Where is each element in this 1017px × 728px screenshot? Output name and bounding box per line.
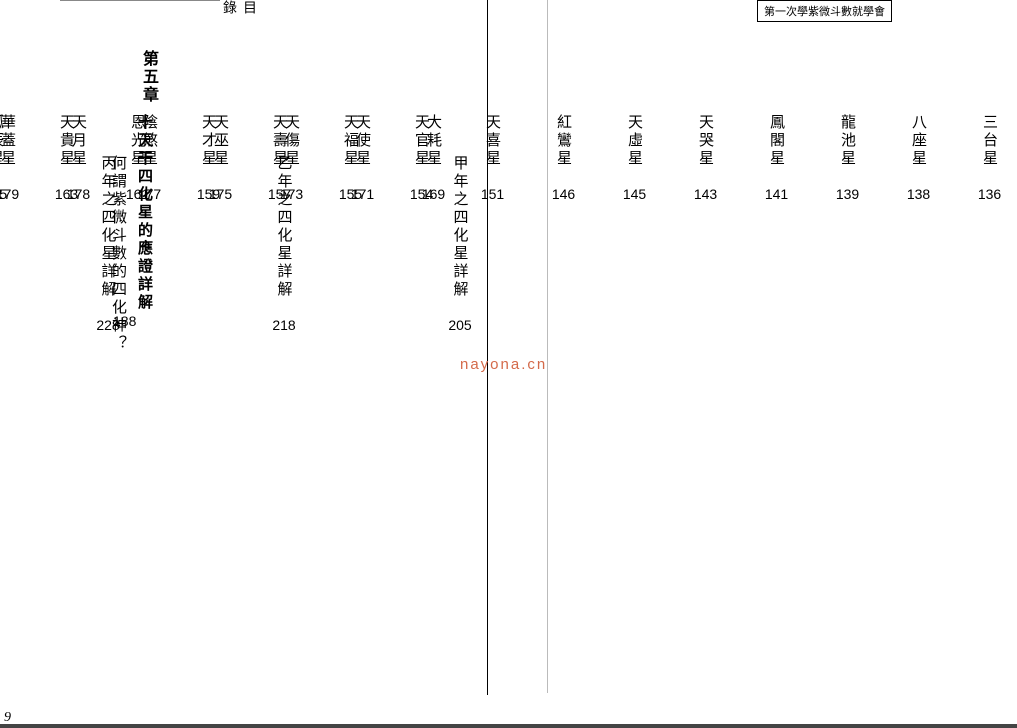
star-page-num: 155 xyxy=(339,186,362,202)
star-entry: 恩光星 161 xyxy=(106,114,169,202)
star-page-num: 141 xyxy=(765,186,788,202)
star-entry: 天哭星 143 xyxy=(674,114,737,202)
star-label: 天哭星 xyxy=(695,114,716,168)
star-page-num: 163 xyxy=(55,186,78,202)
star-page-num: 165 xyxy=(0,186,7,202)
star-page-num: 145 xyxy=(623,186,646,202)
star-page-num: 151 xyxy=(481,186,504,202)
star-entry: 天官星 154 xyxy=(390,114,453,202)
star-page-num: 154 xyxy=(410,186,433,202)
star-entry: 天虛星 145 xyxy=(603,114,666,202)
star-page-num: 157 xyxy=(268,186,291,202)
star-label: 鳳閣星 xyxy=(766,114,787,168)
star-label: 天才星 xyxy=(198,114,219,168)
star-entry: 天才星 159 xyxy=(177,114,240,202)
star-label: 紅鸞星 xyxy=(553,114,574,168)
star-label: 龍池星 xyxy=(837,114,858,168)
partial-header: 目錄 xyxy=(218,0,258,14)
watermark-text: nayona.cn xyxy=(460,356,547,373)
star-entry: 鳳閣星 141 xyxy=(745,114,808,202)
star-page-num: 143 xyxy=(694,186,717,202)
star-page-num: 136 xyxy=(978,186,1001,202)
star-page-num: 139 xyxy=(836,186,859,202)
star-entry: 八座星 138 xyxy=(887,114,950,202)
star-label: 天壽星 xyxy=(269,114,290,168)
star-entry: 天福星 155 xyxy=(319,114,382,202)
left-page: 目錄 第五章 十天干四化星的應證詳解 何謂紫微斗數的四化神？ 188 大耗星16… xyxy=(0,0,488,695)
star-label: 恩光星 xyxy=(127,114,148,168)
star-label: 天官星 xyxy=(411,114,432,168)
star-entry: 紅鸞星 146 xyxy=(532,114,595,202)
star-entry: 孤辰星 165 xyxy=(0,114,27,202)
bottom-bar xyxy=(0,724,1017,728)
star-label: 天福星 xyxy=(340,114,361,168)
star-entry: 天壽星 157 xyxy=(248,114,311,202)
star-label: 天喜星 xyxy=(482,114,503,168)
chapter-title: 第五章 xyxy=(136,50,160,104)
star-page-num: 146 xyxy=(552,186,575,202)
star-label: 孤辰星 xyxy=(0,114,6,168)
star-entry: 三台星 136 xyxy=(958,114,1017,202)
right-star-list: 三台星 136 八座星 138 龍池星 139 鳳閣星 141 天哭星 143 天虛星 145 紅鸞星 1… xyxy=(0,114,1017,202)
star-entry: 天喜星 151 xyxy=(461,114,524,202)
sub-entry-page-num: 228 xyxy=(96,317,119,333)
star-page-num: 159 xyxy=(197,186,220,202)
star-entry: 天貴星 163 xyxy=(35,114,98,202)
star-page-num: 138 xyxy=(907,186,930,202)
star-label: 天貴星 xyxy=(56,114,77,168)
header-box: 第一次學紫微斗數就學會 xyxy=(757,0,892,22)
top-border-line xyxy=(60,0,220,1)
sub-entry-page-num: 218 xyxy=(272,317,295,333)
sub-entry-page-num: 205 xyxy=(448,317,471,333)
star-label: 八座星 xyxy=(908,114,929,168)
star-label: 天虛星 xyxy=(624,114,645,168)
right-page: 第一次學紫微斗數就學會 三台星 136 八座星 138 龍池星 139 鳳閣星 141 天哭星 1… xyxy=(488,0,1017,728)
star-label: 三台星 xyxy=(979,114,1000,168)
star-page-num: 161 xyxy=(126,186,149,202)
star-entry: 龍池星 139 xyxy=(816,114,879,202)
